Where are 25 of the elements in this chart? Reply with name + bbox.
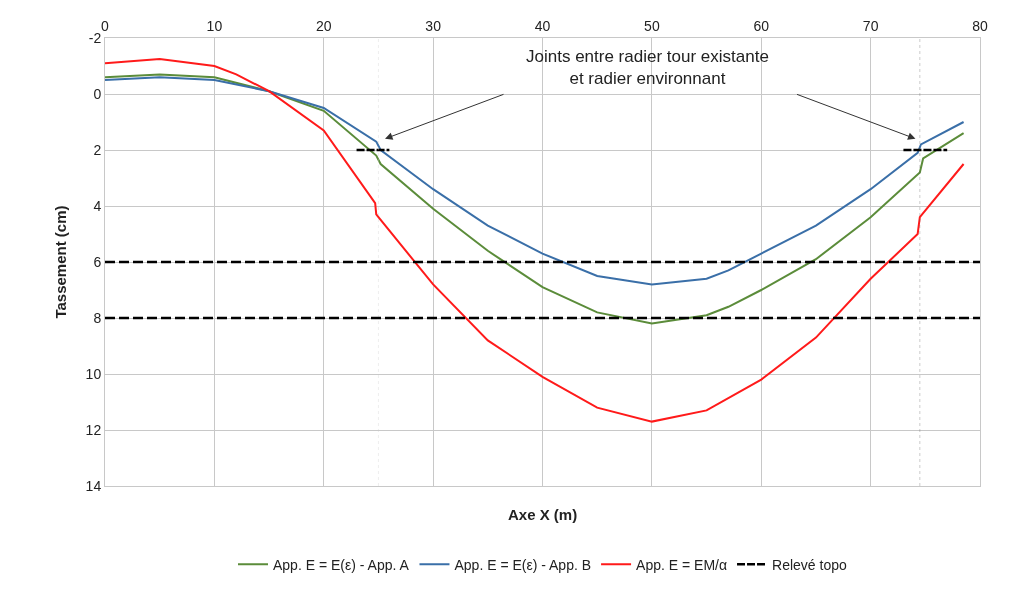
y-tick-label: 10 [85,365,102,382]
x-tick-label: 70 [862,18,879,35]
legend-label: App. E = E(ε) - App. A [273,556,410,573]
x-tick-label: 10 [206,18,223,35]
x-axis-title: Axe X (m) [508,506,578,523]
y-tick-label: -2 [88,29,102,46]
y-tick-label: 12 [85,421,102,438]
legend-label: Relevé topo [772,556,847,573]
annotation: Joints entre radier tour existante et radier environnant [526,47,769,89]
x-tick-label: 50 [644,18,660,35]
x-tick-label: 60 [753,18,770,35]
y-tick-label: 2 [93,141,102,158]
x-tick-label: 20 [315,18,332,35]
y-tick-label: 0 [93,85,102,102]
y-tick-label: 8 [93,309,102,326]
x-tick-label: 80 [972,18,988,35]
legend-label: App. E = EM/α [636,556,728,573]
y-tick-label: 4 [93,197,102,214]
y-tick-label: 14 [85,477,102,494]
legend-label: App. E = E(ε) - App. B [454,556,592,573]
x-tick-label: 30 [425,18,442,35]
y-axis-title: Tassement (cm) [51,205,69,319]
y-tick-label: 6 [93,253,102,270]
line-series [105,73,965,325]
x-tick-label: 40 [534,18,551,35]
